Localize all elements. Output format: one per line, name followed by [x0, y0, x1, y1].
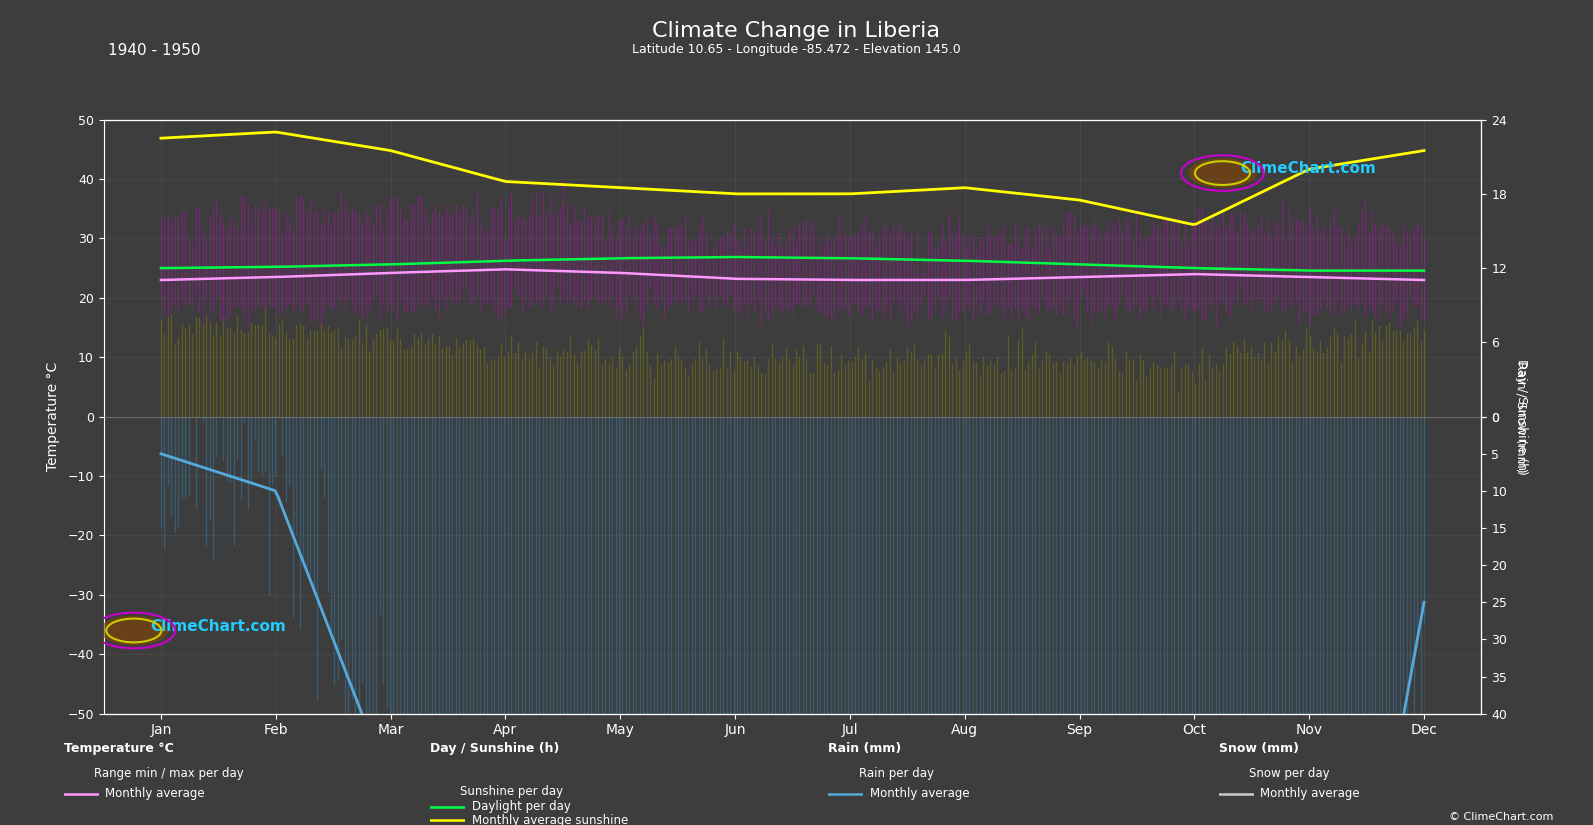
Text: Monthly average sunshine: Monthly average sunshine	[472, 813, 628, 825]
Text: ClimeChart.com: ClimeChart.com	[150, 619, 287, 634]
Text: Daylight per day: Daylight per day	[472, 800, 570, 813]
Text: Monthly average: Monthly average	[105, 787, 205, 800]
Circle shape	[1188, 158, 1257, 188]
Circle shape	[99, 615, 169, 645]
Text: Rain (mm): Rain (mm)	[828, 742, 902, 755]
Text: 1940 - 1950: 1940 - 1950	[108, 43, 201, 58]
Text: Latitude 10.65 - Longitude -85.472 - Elevation 145.0: Latitude 10.65 - Longitude -85.472 - Ele…	[632, 43, 961, 56]
Text: ClimeChart.com: ClimeChart.com	[1241, 161, 1376, 177]
Text: © ClimeChart.com: © ClimeChart.com	[1448, 812, 1553, 822]
Text: Sunshine per day: Sunshine per day	[460, 785, 564, 799]
Y-axis label: Day / Sunshine (h): Day / Sunshine (h)	[1515, 359, 1528, 474]
Text: Snow (mm): Snow (mm)	[1219, 742, 1298, 755]
Text: Day / Sunshine (h): Day / Sunshine (h)	[430, 742, 559, 755]
Y-axis label: Temperature °C: Temperature °C	[46, 362, 61, 471]
Text: Climate Change in Liberia: Climate Change in Liberia	[653, 21, 940, 40]
Text: Snow per day: Snow per day	[1249, 766, 1330, 780]
Text: Rain per day: Rain per day	[859, 766, 933, 780]
Text: Monthly average: Monthly average	[1260, 787, 1360, 800]
Y-axis label: Rain / Snow (mm): Rain / Snow (mm)	[1515, 361, 1528, 473]
Text: Temperature °C: Temperature °C	[64, 742, 174, 755]
Text: Monthly average: Monthly average	[870, 787, 970, 800]
Text: Range min / max per day: Range min / max per day	[94, 766, 244, 780]
